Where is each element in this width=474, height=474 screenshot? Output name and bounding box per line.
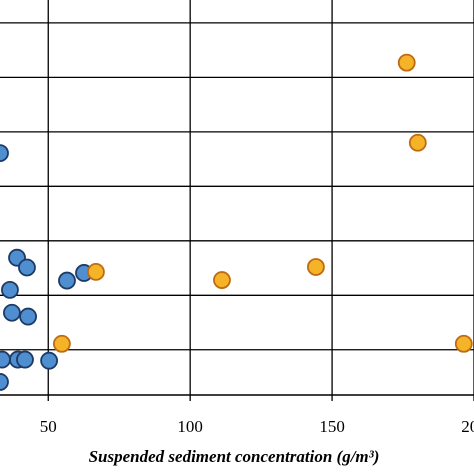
point: [408, 133, 427, 152]
point: [18, 258, 36, 277]
x-tick-label: 150: [319, 417, 345, 436]
point: [58, 271, 76, 290]
point: [213, 271, 231, 289]
x-axis-label: Suspended sediment concentration (g/m³): [89, 447, 380, 466]
point: [397, 53, 416, 72]
point: [1, 280, 19, 299]
point: [0, 144, 9, 162]
x-tick-label: 50: [40, 417, 57, 436]
point: [454, 334, 473, 353]
point: [87, 262, 105, 281]
point: [16, 350, 34, 369]
point: [0, 373, 9, 391]
point: [52, 334, 71, 353]
point: [40, 351, 59, 370]
points: [0, 53, 473, 391]
point: [19, 307, 37, 326]
point: [307, 258, 325, 276]
x-tick-label: 100: [177, 417, 203, 436]
point: [0, 350, 11, 369]
point: [3, 303, 21, 322]
x-tick-label: 200: [461, 417, 474, 436]
